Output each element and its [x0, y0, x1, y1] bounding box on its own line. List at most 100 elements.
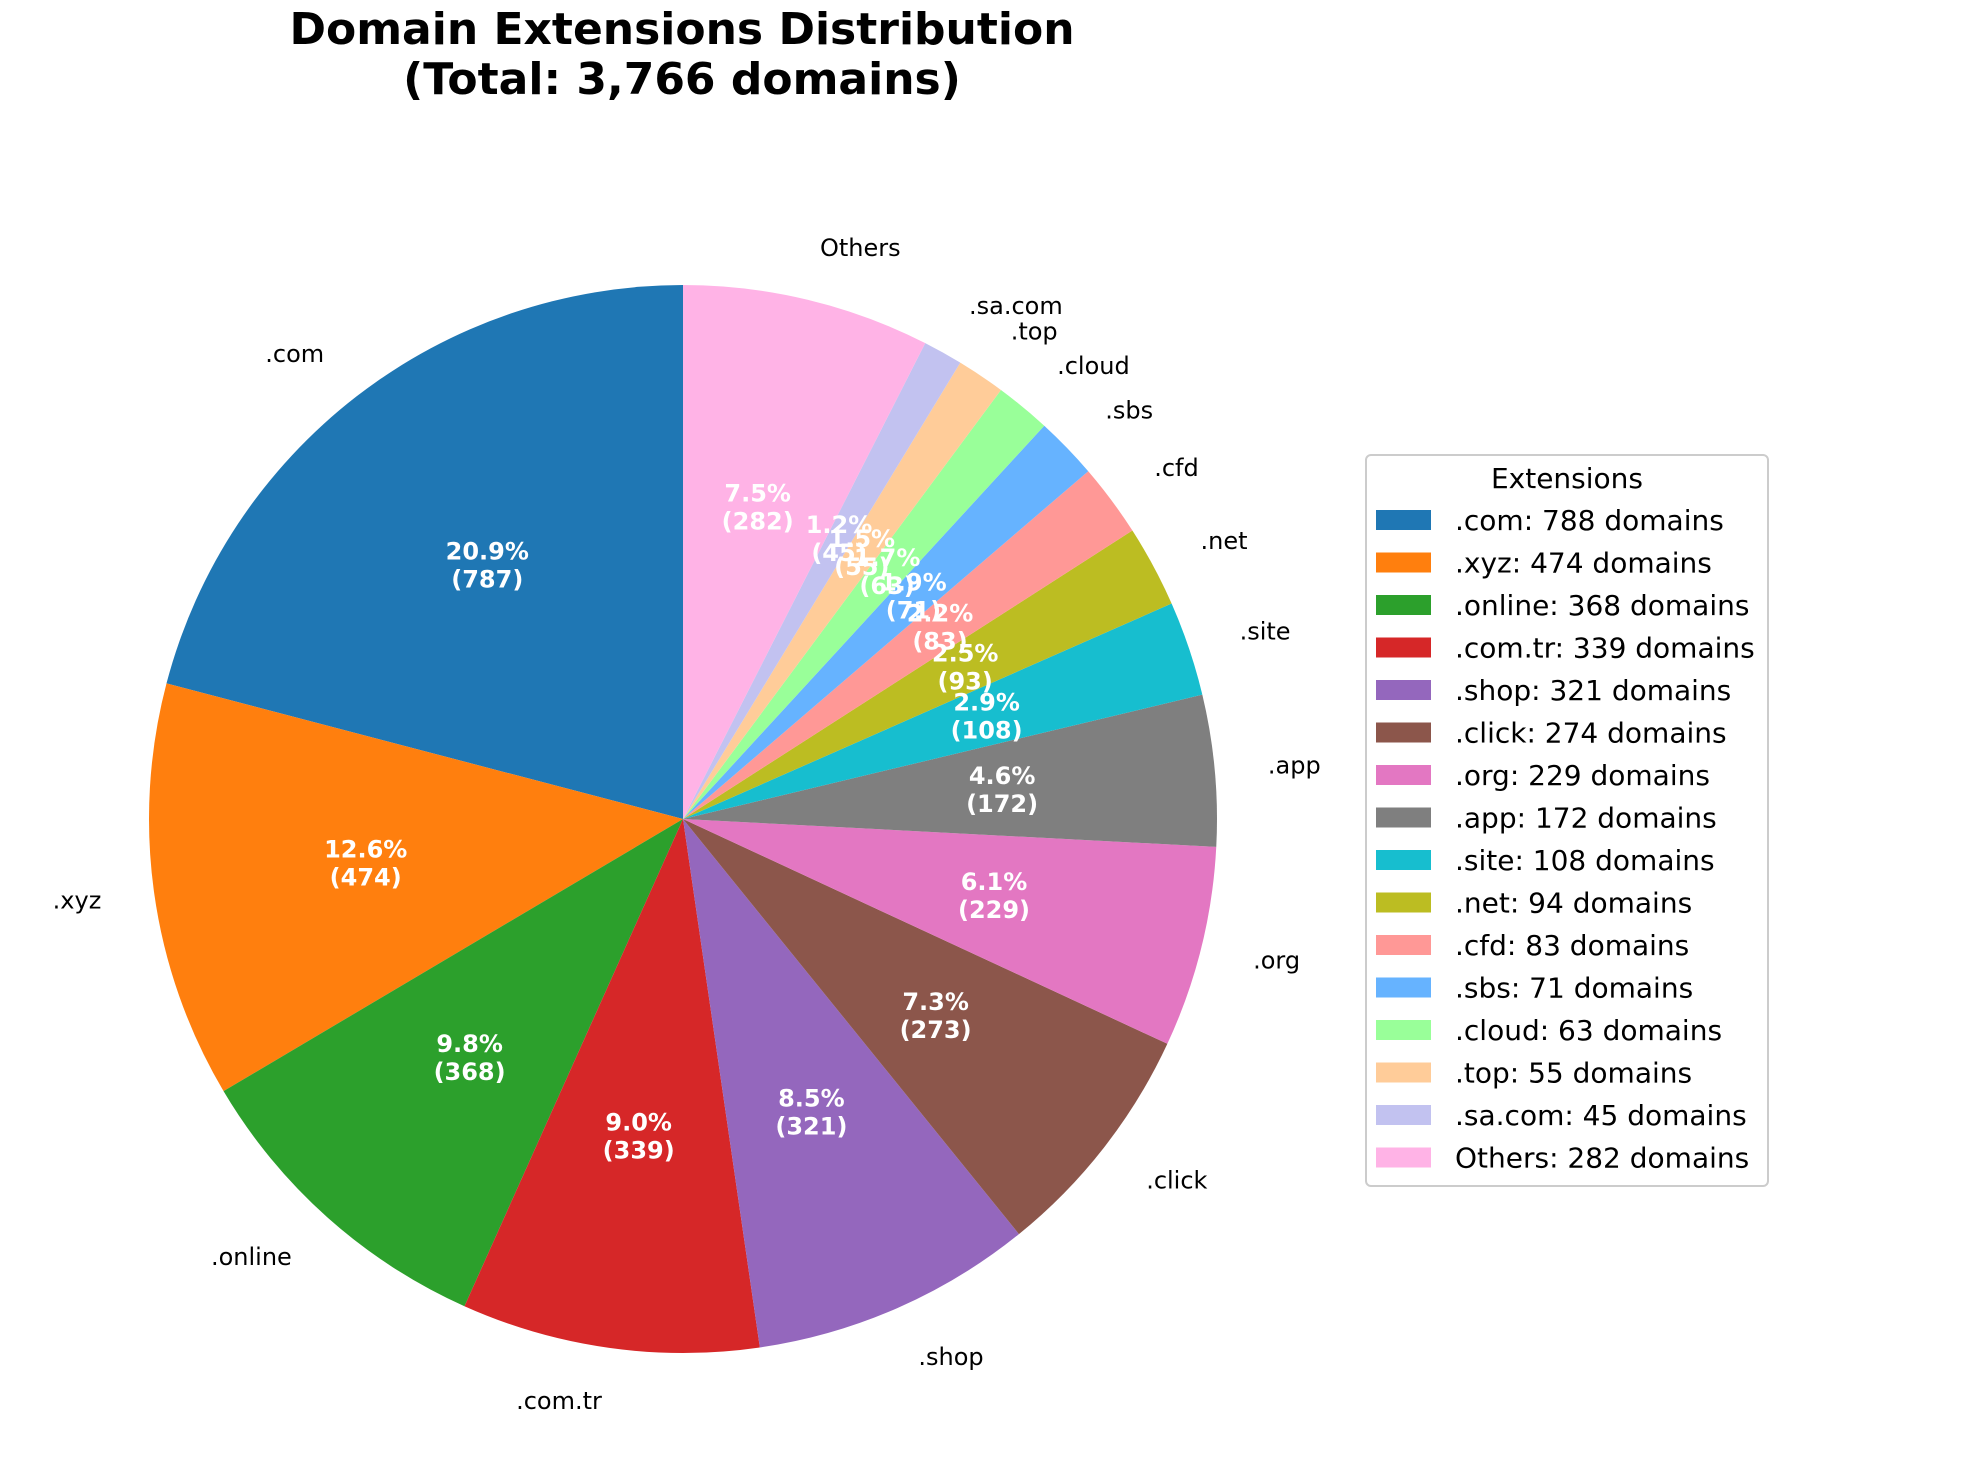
legend-swatch-org — [1376, 765, 1431, 785]
slice-percent-sbs: 1.9% — [880, 568, 947, 596]
slice-label-others: Others — [820, 234, 901, 262]
slice-label-site: .site — [1240, 617, 1291, 645]
slice-percent-shop: 8.5% — [778, 1085, 845, 1113]
pie-slice-cfd — [683, 471, 1133, 819]
legend-swatch-online — [1376, 595, 1431, 615]
legend-entry-cloud: .cloud: 63 domains — [1455, 1014, 1722, 1047]
pie-slice-online — [223, 819, 684, 1307]
slice-percent-top: 1.5% — [829, 525, 896, 553]
legend-swatch-others — [1376, 1147, 1431, 1168]
pie-slice-net — [683, 530, 1172, 819]
legend-swatch-sbs — [1376, 977, 1431, 998]
legend-swatch-com — [1376, 510, 1431, 530]
pie-slice-cloud — [683, 389, 1045, 819]
slice-count-site: (108) — [951, 717, 1023, 745]
slice-count-others: (282) — [722, 507, 794, 535]
slice-count-shop: (321) — [775, 1113, 847, 1141]
slice-outer-labels: .com .xyz .online .com.tr .shop .click .org .ap… — [53, 234, 1321, 1415]
slice-percent-xyz: 12.6% — [324, 835, 407, 863]
legend-swatch-cloud — [1376, 1020, 1431, 1040]
pie-slice-app — [683, 694, 1217, 847]
legend-swatch-net — [1376, 892, 1431, 913]
pie-slice-others — [683, 285, 926, 819]
slice-percent-click: 7.3% — [902, 988, 969, 1016]
legend-swatch-app — [1376, 807, 1431, 828]
legend-swatch-top — [1376, 1062, 1431, 1083]
pie-slice-top — [683, 362, 1001, 819]
slice-count-com-tr: (339) — [603, 1136, 675, 1164]
slice-label-top: .top — [1011, 318, 1058, 346]
legend-entries: .com: 788 domains .xyz: 474 domains .onlin… — [1376, 504, 1755, 1175]
slice-percent-online: 9.8% — [436, 1030, 503, 1058]
legend-entry-sa-com: .sa.com: 45 domains — [1455, 1099, 1747, 1132]
slice-count-xyz: (474) — [330, 863, 402, 891]
legend-swatch-sa-com — [1376, 1105, 1431, 1125]
slice-label-shop: .shop — [918, 1343, 983, 1371]
slice-label-online: .online — [211, 1243, 292, 1271]
pie-slices — [148, 285, 1217, 1354]
slice-label-sa-com: .sa.com — [969, 292, 1063, 320]
legend-entry-sbs: .sbs: 71 domains — [1455, 972, 1693, 1005]
legend-swatch-com-tr — [1376, 637, 1431, 658]
slice-label-cfd: .cfd — [1154, 454, 1199, 482]
slice-percent-org: 6.1% — [961, 868, 1028, 896]
slice-count-click: (273) — [900, 1016, 972, 1044]
slice-count-sa-com: (45) — [811, 539, 866, 567]
slice-percent-cfd: 2.2% — [907, 600, 974, 628]
slice-percent-site: 2.9% — [953, 689, 1020, 717]
slice-label-xyz: .xyz — [53, 886, 102, 914]
slice-count-top: (55) — [834, 553, 889, 581]
legend-title: Extensions — [1491, 462, 1643, 495]
pie-slice-xyz — [148, 683, 684, 1092]
slice-percent-others: 7.5% — [724, 479, 791, 507]
slice-count-sbs: (71) — [886, 596, 941, 624]
legend-entry-com-tr: .com.tr: 339 domains — [1455, 632, 1755, 665]
slice-label-click: .click — [1146, 1166, 1207, 1194]
slice-label-app: .app — [1268, 751, 1321, 779]
slice-label-net: .net — [1201, 527, 1248, 555]
legend-swatch-xyz — [1376, 552, 1431, 573]
chart-subtitle: (Total: 3,766 domains) — [403, 54, 961, 105]
pie-slice-site — [683, 603, 1203, 819]
legend-entry-site: .site: 108 domains — [1455, 844, 1715, 877]
slice-label-com-tr: .com.tr — [516, 1387, 602, 1415]
slice-percent-app: 4.6% — [969, 762, 1036, 790]
legend-entry-online: .online: 368 domains — [1455, 589, 1749, 622]
legend-entry-shop: .shop: 321 domains — [1455, 674, 1731, 707]
legend-entry-com: .com: 788 domains — [1455, 504, 1724, 537]
legend-box — [1365, 454, 1769, 1187]
slice-percent-labels: 20.9%(787) 12.6%(474) 9.8%(368) 9.0%(339) 8.… — [324, 479, 1038, 1164]
legend-swatch-cfd — [1376, 935, 1431, 955]
legend-entry-net: .net: 94 domains — [1455, 887, 1692, 920]
legend-entry-click: .click: 274 domains — [1455, 717, 1727, 750]
pie-slice-com — [166, 285, 683, 819]
legend-entry-xyz: .xyz: 474 domains — [1455, 547, 1712, 580]
slice-percent-com: 20.9% — [446, 537, 529, 565]
legend-entry-org: .org: 229 domains — [1455, 759, 1710, 792]
slice-percent-net: 2.5% — [932, 639, 999, 667]
slice-percent-cloud: 1.7% — [854, 544, 921, 572]
legend-entry-cfd: .cfd: 83 domains — [1455, 929, 1689, 962]
slice-label-sbs: .sbs — [1105, 397, 1153, 425]
legend: Extensions .com: 788 domains .xyz: 474 do… — [1365, 454, 1769, 1187]
pie-slice-com-tr — [464, 819, 760, 1354]
slice-count-net: (93) — [938, 667, 993, 695]
legend-entry-app: .app: 172 domains — [1455, 802, 1717, 835]
slice-count-app: (172) — [966, 790, 1038, 818]
pie-slice-sa-com — [683, 343, 961, 819]
slice-count-cloud: (63) — [859, 572, 914, 600]
legend-swatch-shop — [1376, 680, 1431, 700]
pie-slice-shop — [683, 819, 1019, 1348]
slice-label-cloud: .cloud — [1057, 352, 1130, 380]
slice-count-online: (368) — [434, 1058, 506, 1086]
slice-count-org: (229) — [958, 896, 1030, 924]
legend-swatch-click — [1376, 722, 1431, 743]
slice-count-com: (787) — [451, 565, 523, 593]
pie-slice-click — [683, 819, 1168, 1235]
chart-title: Domain Extensions Distribution — [289, 4, 1074, 55]
slice-count-cfd: (83) — [912, 628, 967, 656]
legend-swatch-site — [1376, 850, 1431, 870]
pie-slice-sbs — [683, 425, 1089, 819]
slice-label-org: .org — [1253, 947, 1300, 975]
